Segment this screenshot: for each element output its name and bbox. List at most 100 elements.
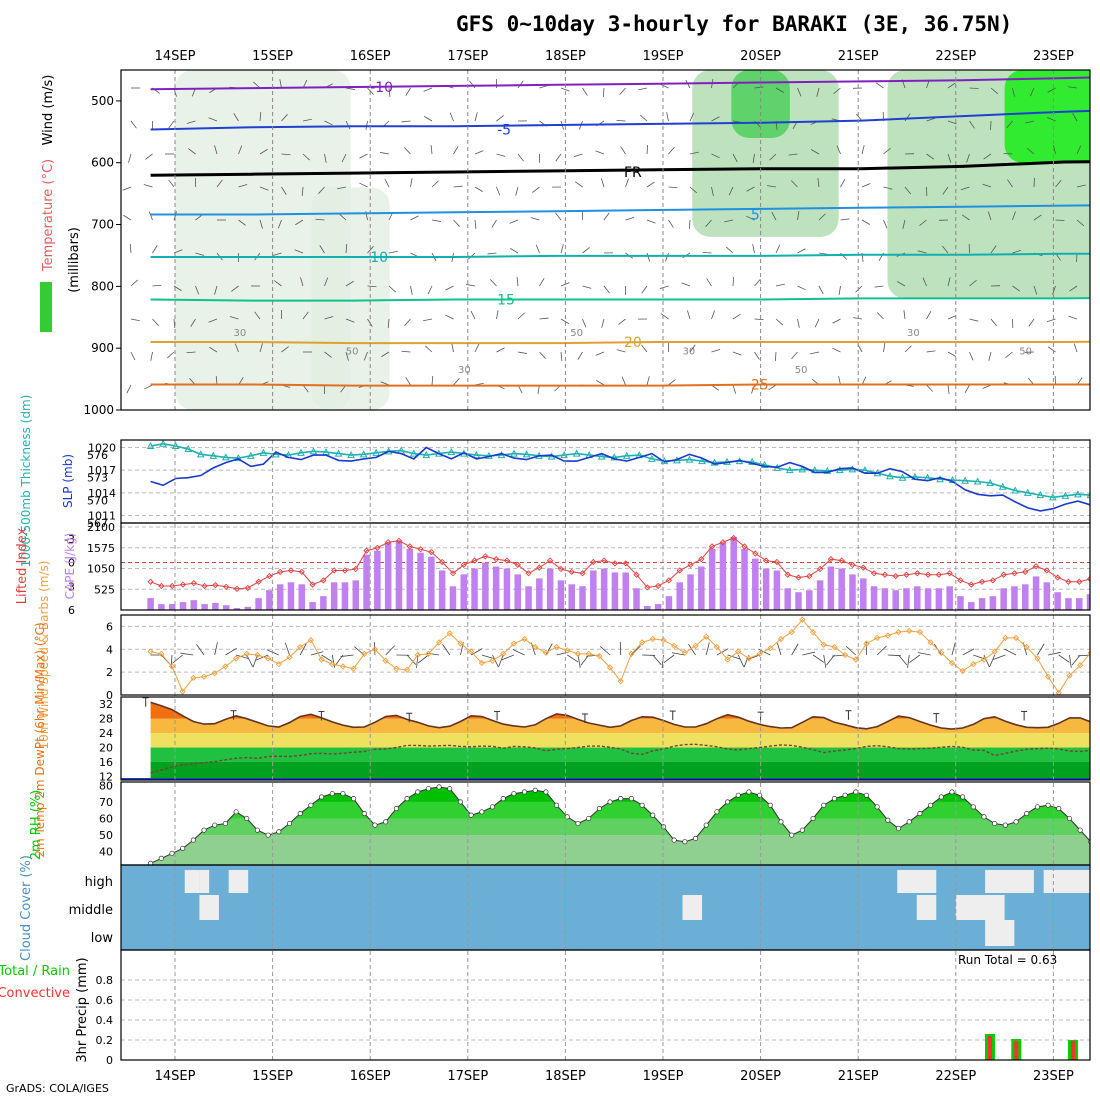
rh2m-marker xyxy=(489,804,496,810)
temp-ytick-12: 12 xyxy=(99,770,113,783)
thickness-marker xyxy=(522,450,531,458)
upper-wind-barb xyxy=(732,384,737,394)
cloud-block-middle-0 xyxy=(199,895,219,920)
upper-wind-barb xyxy=(380,381,390,386)
wind10-marker xyxy=(671,642,678,649)
thickness-marker xyxy=(196,450,205,458)
rh2m-marker xyxy=(479,809,485,815)
upper-wind-barb xyxy=(281,186,287,195)
cape-bar xyxy=(352,580,360,610)
upper-wind-barb xyxy=(603,212,610,221)
upper-wind-barb xyxy=(988,351,992,361)
upper-wind-barb xyxy=(490,279,497,287)
cape-bar xyxy=(957,596,964,610)
upper-wind-barb xyxy=(517,351,527,354)
upper-wind-barb xyxy=(425,345,433,353)
upper-wind-barb xyxy=(639,114,648,122)
li-ytick-3: 6 xyxy=(68,604,75,617)
upper-wind-barb xyxy=(942,186,949,195)
wind10-marker xyxy=(264,655,272,662)
cloud-block-high-0 xyxy=(184,870,200,893)
panel-frame-upper xyxy=(120,69,1091,411)
li-marker xyxy=(190,580,197,587)
precip-ytick-3: 0.6 xyxy=(96,994,114,1007)
upper-wind-barb xyxy=(966,153,970,163)
rh2m-marker xyxy=(928,802,934,808)
upper-wind-barb xyxy=(926,153,935,160)
rh2m-marker xyxy=(757,792,763,798)
rh2m-marker xyxy=(500,796,506,802)
cape-bar xyxy=(287,582,295,610)
thickness-marker xyxy=(171,441,180,450)
upper-wind-barb xyxy=(702,251,712,254)
upper-wind-barb xyxy=(345,87,355,90)
thickness-marker xyxy=(572,449,581,457)
temp-contour-label-5: 15 xyxy=(497,293,515,309)
rh2m-marker xyxy=(917,810,923,817)
upper-wind-barb xyxy=(883,219,888,229)
rh2m-marker xyxy=(682,839,688,845)
cape-bar xyxy=(514,574,521,610)
upper-wind-barb xyxy=(797,87,802,97)
upper-wind-barb xyxy=(876,312,884,320)
cape-bar xyxy=(773,570,781,610)
rh-band-3 xyxy=(150,787,1090,802)
temp-ytick-24: 24 xyxy=(99,727,113,740)
wind10-marker xyxy=(510,640,518,647)
li-marker xyxy=(428,548,435,556)
upper-wind-barb xyxy=(797,248,806,254)
panel-frame-precip xyxy=(120,949,1091,1061)
temp-contour-label-0: -10 xyxy=(370,80,393,96)
wind10-barb xyxy=(406,654,417,665)
cape-bar xyxy=(482,562,489,610)
wind10-marker xyxy=(553,643,560,651)
upper-wind-barb xyxy=(817,178,820,188)
upper-wind-barb xyxy=(281,153,291,156)
upper-label-mb: (millibars) xyxy=(67,227,82,293)
upper-wind-barb xyxy=(214,145,218,155)
upper-wind-barb xyxy=(130,120,137,129)
cape-bar xyxy=(449,586,457,610)
wind10-marker xyxy=(435,639,443,646)
rh2m-marker xyxy=(297,810,303,817)
cape-bar xyxy=(536,578,543,610)
rh2m-marker xyxy=(201,827,207,833)
wind10-barb xyxy=(962,648,975,656)
upper-wind-barb xyxy=(646,144,649,155)
upper-wind-barb xyxy=(818,213,826,221)
rh2m-marker xyxy=(671,837,677,843)
upper-wind-barb xyxy=(148,211,153,221)
wind10-barb xyxy=(577,654,581,668)
upper-wind-barb xyxy=(840,179,846,188)
upper-wind-barb xyxy=(775,87,784,93)
upper-wind-barb xyxy=(1076,219,1085,227)
upper-wind-barb xyxy=(600,178,605,188)
upper-wind-barb xyxy=(861,183,871,188)
wind-ytick-4: 4 xyxy=(106,643,113,656)
upper-wind-barb xyxy=(947,315,957,320)
li-marker xyxy=(665,577,673,584)
upper-wind-barb xyxy=(810,351,820,355)
wind10-marker xyxy=(521,635,528,643)
upper-wind-barb xyxy=(532,186,540,193)
upper-wind-barb xyxy=(195,285,200,295)
rh2m-marker xyxy=(148,860,154,865)
upper-wind-barb xyxy=(990,318,997,327)
rh2m-marker xyxy=(981,814,987,820)
wind10-barb xyxy=(898,654,908,666)
rh-contour-label-5: 50 xyxy=(795,365,808,376)
thickness-marker xyxy=(422,451,431,459)
upper-wind-barb xyxy=(315,218,325,221)
upper-wind-barb xyxy=(1047,346,1056,353)
upper-wind-barb xyxy=(990,245,997,254)
upper-wind-barb xyxy=(324,153,327,163)
wind10-marker xyxy=(948,659,956,667)
date-label-top-19SEP: 19SEP xyxy=(643,49,684,64)
rh2m-marker xyxy=(393,806,399,812)
temp-contour-10 xyxy=(150,252,1090,258)
upper-wind-barb xyxy=(903,310,906,320)
upper-wind-barb xyxy=(453,146,459,155)
rh2m-marker xyxy=(735,792,741,798)
upper-wind-barb xyxy=(539,351,546,359)
